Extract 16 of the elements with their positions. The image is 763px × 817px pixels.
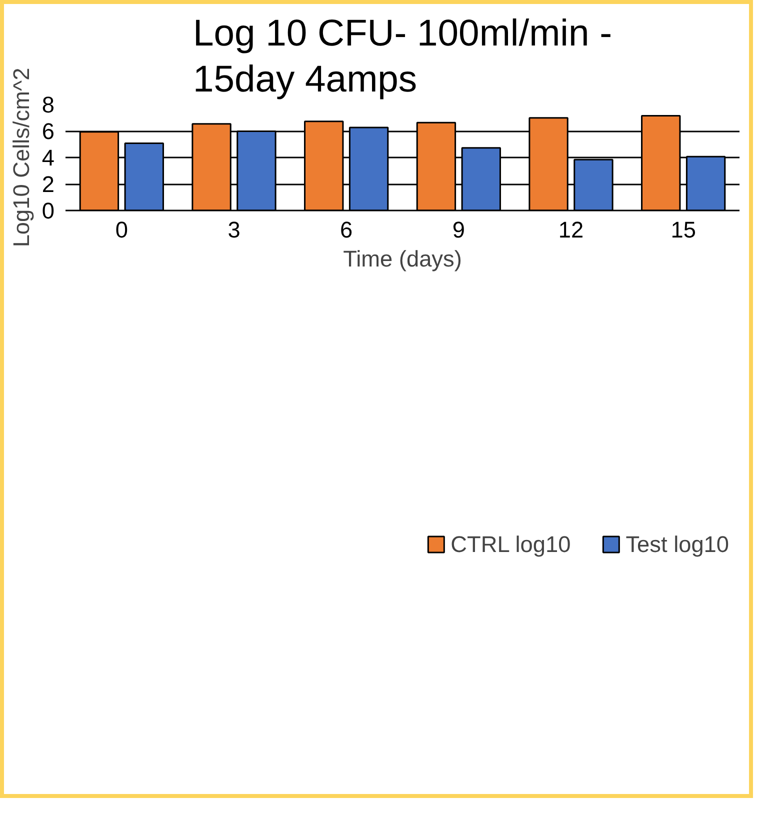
y-tick-label: 6 [42, 118, 55, 144]
x-axis-title: Time (days) [343, 246, 462, 272]
x-tick-label: 9 [452, 216, 465, 242]
y-tick-label: 0 [42, 198, 55, 224]
x-tick-label: 12 [558, 216, 584, 242]
y-tick-label: 4 [42, 144, 55, 170]
x-tick-label: 15 [670, 216, 696, 242]
y-tick-label: 8 [42, 92, 55, 118]
x-tick-label: 6 [340, 216, 353, 242]
x-tick-label: 3 [228, 216, 240, 242]
y-axis-title: Log10 Cells/cm^2 [8, 68, 34, 248]
chart-title: Log 10 CFU- 100ml/min - 15day 4amps [192, 11, 612, 100]
y-tick-label: 2 [42, 171, 55, 197]
x-tick-label: 0 [115, 216, 128, 242]
legend-label: Test log10 [626, 530, 729, 558]
legend-label: CTRL log10 [450, 530, 571, 558]
